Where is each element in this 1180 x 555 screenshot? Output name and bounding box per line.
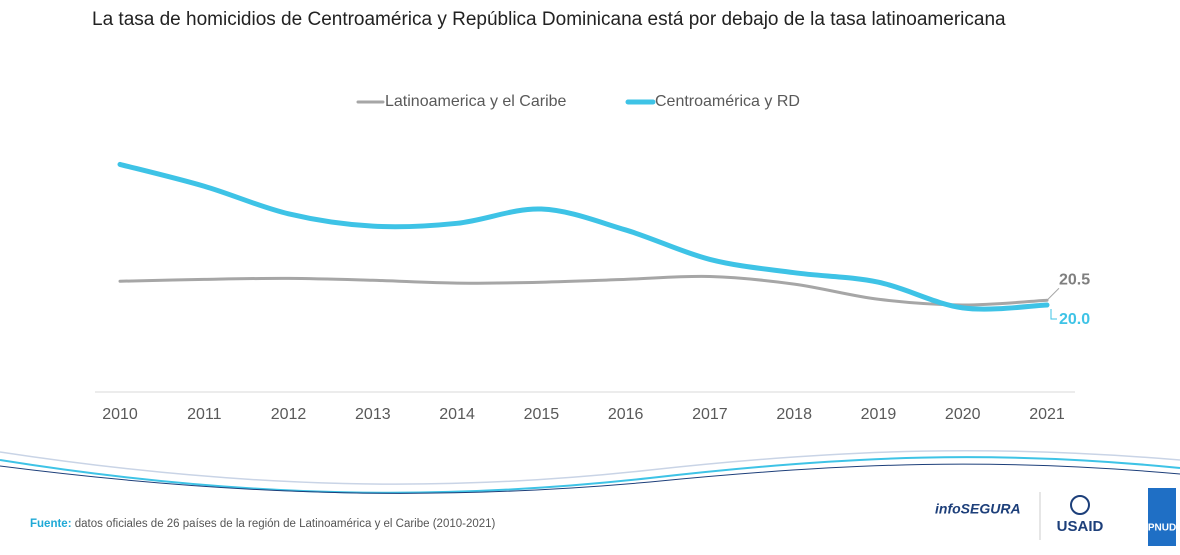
logo-pnud: PNUD bbox=[1148, 523, 1176, 534]
series-line bbox=[118, 274, 1049, 307]
leader-line bbox=[1046, 287, 1060, 301]
data-label: 20.5 bbox=[1059, 271, 1090, 288]
x-tick-label: 2012 bbox=[271, 406, 307, 423]
source-label: Fuente: bbox=[30, 518, 72, 530]
logo-seal bbox=[1070, 495, 1090, 515]
logo-pnud-box bbox=[1148, 488, 1176, 546]
logo-usaid: USAID bbox=[1057, 518, 1104, 535]
x-tick-label: 2014 bbox=[439, 406, 475, 423]
x-tick-label: 2011 bbox=[187, 406, 222, 423]
decor-wave bbox=[0, 456, 1180, 494]
leader-line bbox=[1050, 309, 1057, 320]
legend-label: Latinoamerica y el Caribe bbox=[385, 93, 567, 110]
decor-wave bbox=[0, 463, 1180, 494]
title-text: La tasa de homicidios de Centroamérica y… bbox=[92, 9, 1006, 30]
x-tick-label: 2015 bbox=[524, 406, 560, 423]
data-label: 20.0 bbox=[1059, 311, 1090, 328]
decor-wave bbox=[0, 449, 1180, 485]
x-tick-label: 2010 bbox=[102, 406, 138, 423]
x-tick-label: 2013 bbox=[355, 406, 391, 423]
legend-label: Centroamérica y RD bbox=[655, 93, 800, 110]
x-tick-label: 2018 bbox=[776, 406, 812, 423]
chart-title: La tasa de homicidios de Centroamérica y… bbox=[92, 9, 1006, 30]
x-tick-label: 2017 bbox=[692, 406, 728, 423]
x-tick-label: 2021 bbox=[1029, 406, 1065, 423]
logo-infosegura: infoSEGURA bbox=[935, 501, 1021, 517]
x-tick-label: 2019 bbox=[861, 406, 897, 423]
x-tick-label: 2016 bbox=[608, 406, 644, 423]
source: Fuente: datos oficiales de 26 países de … bbox=[30, 518, 496, 530]
source-text: datos oficiales de 26 países de la regió… bbox=[75, 518, 496, 530]
x-tick-label: 2020 bbox=[945, 406, 981, 423]
series-line bbox=[117, 161, 1050, 312]
